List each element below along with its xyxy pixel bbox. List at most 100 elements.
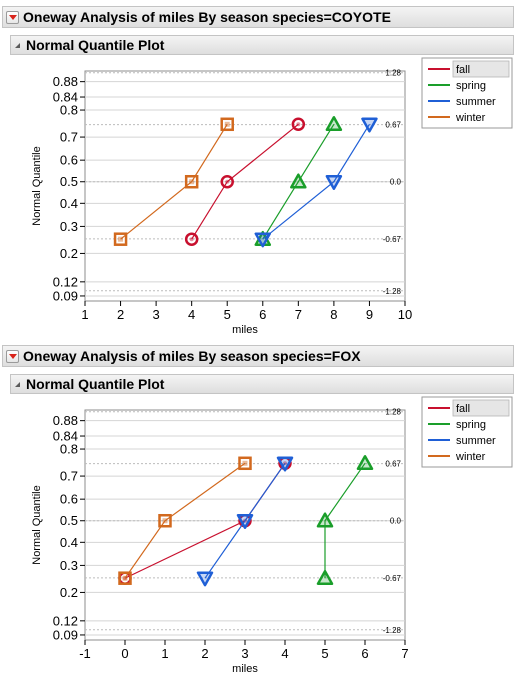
- series-summer: [254, 117, 378, 248]
- y-tick-label: 0.12: [53, 274, 78, 289]
- legend-label-spring: spring: [456, 80, 486, 92]
- data-point-spring: [290, 173, 307, 189]
- legend: fall spring summer winter: [421, 57, 513, 129]
- red-triangle-menu-button[interactable]: [6, 10, 19, 24]
- data-point-spring: [356, 455, 374, 471]
- plot-outline-header[interactable]: Normal Quantile Plot: [10, 374, 514, 394]
- series-line-winter: [124, 462, 246, 579]
- x-tick-label: 7: [295, 307, 302, 322]
- x-tick-label: 3: [241, 646, 248, 661]
- data-point-winter-fill: [224, 121, 230, 127]
- data-point-summer: [276, 456, 294, 472]
- y-tick-label: 0.3: [60, 219, 78, 234]
- x-tick-label: 7: [401, 646, 408, 661]
- right-tick-label: -1.28: [383, 287, 402, 296]
- y-tick-label: 0.3: [60, 558, 78, 573]
- disclosure-triangle-icon[interactable]: [15, 42, 20, 48]
- data-point-winter: [158, 513, 172, 528]
- x-tick-label: 10: [398, 307, 412, 322]
- report-title: Oneway Analysis of miles By season speci…: [23, 9, 391, 25]
- right-tick-label: 1.28: [385, 69, 401, 78]
- x-tick-label: 6: [259, 307, 266, 322]
- data-point-fall: [291, 117, 306, 132]
- y-tick-label: 0.4: [60, 535, 78, 550]
- y-axis-label: Normal Quantile: [31, 485, 43, 564]
- series-winter: [113, 117, 234, 246]
- y-tick-label: 0.84: [53, 429, 78, 444]
- x-tick-label: 2: [117, 307, 124, 322]
- series-fall: [184, 117, 306, 246]
- x-tick-label: 5: [224, 307, 231, 322]
- plot-outline-header[interactable]: Normal Quantile Plot: [10, 35, 514, 55]
- y-tick-label: 0.4: [60, 196, 78, 211]
- report-title: Oneway Analysis of miles By season speci…: [23, 348, 361, 364]
- legend-label-winter: winter: [455, 451, 486, 463]
- x-tick-label: 8: [330, 307, 337, 322]
- x-tick-label: 2: [201, 646, 208, 661]
- x-tick-label: 0: [121, 646, 128, 661]
- data-point-winter-fill: [122, 575, 128, 581]
- data-point-winter-fill: [189, 179, 195, 185]
- series-line-summer: [204, 462, 286, 579]
- y-tick-label: 0.09: [53, 288, 78, 303]
- plot-title: Normal Quantile Plot: [26, 37, 165, 53]
- data-point-fall-fill: [225, 179, 230, 184]
- series-winter: [118, 456, 252, 585]
- series-summer: [196, 456, 294, 587]
- y-tick-label: 0.09: [53, 627, 78, 642]
- x-tick-label: 4: [281, 646, 288, 661]
- red-triangle-icon: [8, 353, 17, 359]
- x-tick-label: 5: [321, 646, 328, 661]
- series-line-winter: [120, 123, 228, 240]
- y-tick-label: 0.8: [60, 103, 78, 118]
- legend: fall spring summer winter: [421, 396, 513, 468]
- legend-label-winter: winter: [455, 112, 486, 124]
- y-tick-label: 0.5: [60, 174, 78, 189]
- legend-highlight: [452, 60, 510, 78]
- data-point-winter: [220, 117, 234, 132]
- x-axis-label: miles: [232, 663, 258, 675]
- report-header-coyote: Oneway Analysis of miles By season speci…: [2, 6, 514, 28]
- report-header-fox: Oneway Analysis of miles By season speci…: [2, 345, 514, 367]
- x-tick-label: 3: [152, 307, 159, 322]
- series-line-spring: [262, 123, 335, 240]
- legend-label-summer: summer: [456, 435, 496, 447]
- red-triangle-menu-button[interactable]: [6, 349, 19, 363]
- data-point-winter: [118, 571, 132, 585]
- disclosure-triangle-icon[interactable]: [15, 381, 20, 387]
- y-tick-label: 0.6: [60, 492, 78, 507]
- right-tick-label: 0.0: [390, 178, 402, 187]
- data-point-summer: [254, 232, 272, 248]
- data-point-winter-fill: [162, 518, 168, 524]
- plot-frame: [84, 70, 406, 302]
- data-point-summer: [361, 117, 378, 133]
- series-line-summer: [262, 123, 370, 240]
- right-tick-label: 0.67: [385, 121, 401, 130]
- y-axis-label: Normal Quantile: [31, 146, 43, 225]
- x-tick-label: -1: [79, 646, 91, 661]
- x-tick-label: 1: [161, 646, 168, 661]
- data-point-fall: [184, 232, 199, 246]
- x-tick-label: 6: [361, 646, 368, 661]
- data-point-winter-fill: [242, 460, 248, 466]
- legend-label-spring: spring: [456, 419, 486, 431]
- data-point-fall: [220, 174, 234, 189]
- data-point-winter-fill: [118, 236, 124, 242]
- normal-quantile-plot-fox: 0.090.12 0.2 0.3 0.4 0.5 0.6 0.7 0.80.840.88 1.2…: [31, 396, 513, 675]
- x-tick-label: 1: [81, 307, 88, 322]
- data-point-fall-fill: [189, 237, 194, 242]
- right-tick-label: -0.67: [383, 574, 402, 583]
- data-point-summer: [196, 571, 214, 587]
- data-point-fall-fill: [296, 122, 301, 127]
- data-point-winter: [184, 174, 199, 189]
- right-tick-label: -1.28: [383, 626, 402, 635]
- series-spring: [316, 455, 374, 585]
- y-tick-label: 0.6: [60, 153, 78, 168]
- y-tick-label: 0.7: [60, 130, 78, 145]
- series-line-spring: [324, 462, 366, 579]
- y-tick-label: 0.8: [60, 442, 78, 457]
- y-tick-label: 0.12: [53, 613, 78, 628]
- right-tick-label: 0.67: [385, 460, 401, 469]
- legend-highlight: [452, 399, 510, 417]
- y-tick-label: 0.84: [53, 90, 78, 105]
